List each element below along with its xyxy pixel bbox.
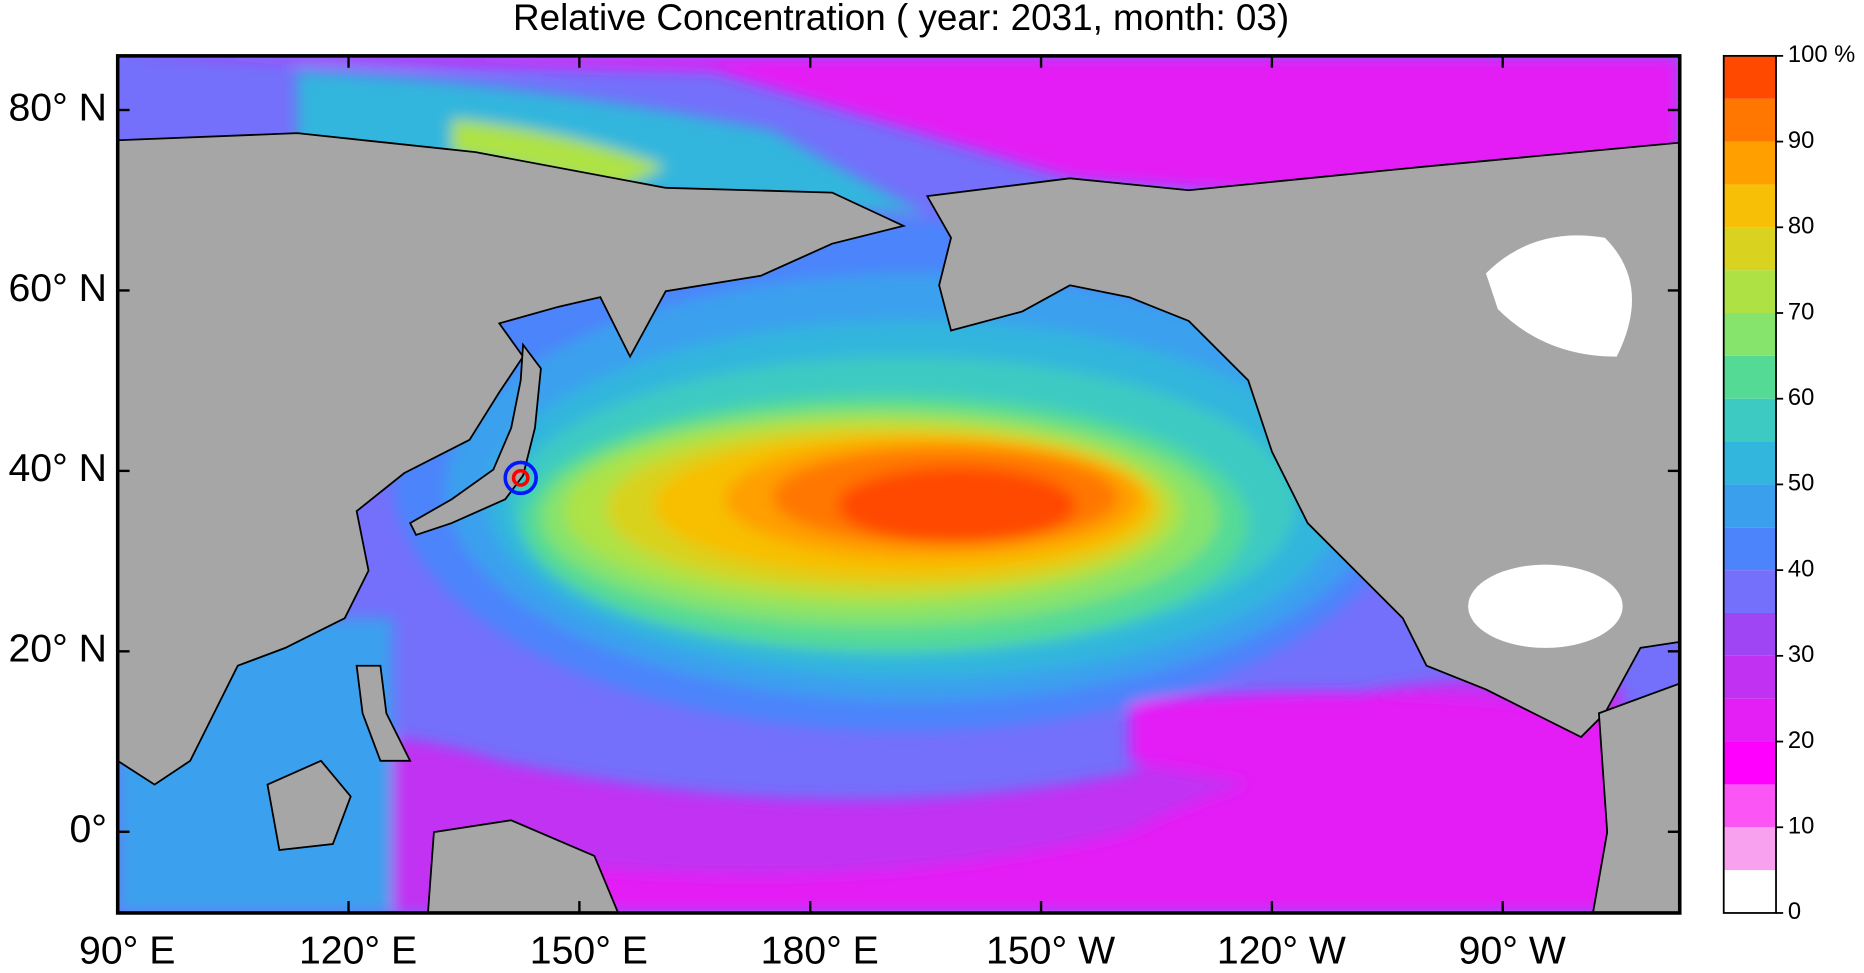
colorbar-bin xyxy=(1723,184,1777,228)
colorbar-bin xyxy=(1723,313,1777,356)
y-tick-label: 20° N xyxy=(8,627,107,671)
colorbar-tick-label: 70 xyxy=(1788,298,1814,325)
y-tick-label: 60° N xyxy=(8,266,107,310)
colorbar-bin xyxy=(1723,355,1777,399)
colorbar-tick-label: 0 xyxy=(1788,898,1801,925)
y-tick-label: 40° N xyxy=(8,446,107,490)
colorbar-bin xyxy=(1723,441,1777,485)
colorbar-bin xyxy=(1723,827,1777,871)
concentration-field xyxy=(117,55,1680,913)
x-tick-label: 90° W xyxy=(1459,929,1566,973)
x-tick-label: 120° E xyxy=(299,929,417,973)
colorbar-tick-label: 30 xyxy=(1788,641,1814,668)
colorbar-tick-label: 80 xyxy=(1788,213,1814,240)
y-tick-label: 0° xyxy=(70,807,108,851)
x-tick-label: 120° W xyxy=(1217,929,1346,973)
map-frame xyxy=(115,54,1682,915)
colorbar-bin xyxy=(1723,784,1777,828)
colorbar-frame xyxy=(1722,54,1777,914)
source-marker xyxy=(503,460,538,496)
map-area xyxy=(117,55,1680,913)
x-tick-label: 180° E xyxy=(761,929,879,973)
y-tick-label: 80° N xyxy=(8,85,107,129)
land-south-america xyxy=(1592,682,1680,913)
colorbar-bin xyxy=(1723,484,1777,528)
land-new-guinea xyxy=(427,819,620,913)
colorbar-bin xyxy=(1723,612,1777,656)
colorbar-bin xyxy=(1723,270,1777,314)
colorbar-bin xyxy=(1723,655,1777,699)
land-borneo xyxy=(266,759,352,851)
colorbar-bin xyxy=(1723,398,1777,442)
colorbar-tick-label: 10 xyxy=(1788,813,1814,840)
colorbar-tick-label: 90 xyxy=(1788,127,1814,154)
gulf-of-mexico xyxy=(1468,564,1623,648)
colorbar-bin xyxy=(1723,870,1777,913)
colorbar-bin xyxy=(1723,741,1777,785)
colorbar-tick-label: 20 xyxy=(1788,727,1814,754)
colorbar-bin xyxy=(1723,698,1777,742)
colorbar-bin xyxy=(1723,55,1777,99)
colorbar-tick-label: 60 xyxy=(1788,384,1814,411)
colorbar-bin xyxy=(1723,570,1777,613)
colorbar-bin xyxy=(1723,141,1777,185)
colorbar-bin xyxy=(1723,527,1777,571)
x-tick-label: 150° E xyxy=(530,929,648,973)
colorbar-tick-label: 40 xyxy=(1788,555,1814,582)
colorbar-bin xyxy=(1723,227,1777,271)
colorbar-tick-label: 100 % xyxy=(1788,41,1855,68)
chart-title: Relative Concentration ( year: 2031, mon… xyxy=(513,0,1289,38)
colorbar-bin xyxy=(1723,98,1777,142)
x-tick-label: 90° E xyxy=(79,929,175,973)
colorbar-tick-label: 50 xyxy=(1788,470,1814,497)
hudson-bay xyxy=(1485,235,1633,357)
x-tick-label: 150° W xyxy=(986,929,1115,973)
land-philippines xyxy=(355,664,412,762)
